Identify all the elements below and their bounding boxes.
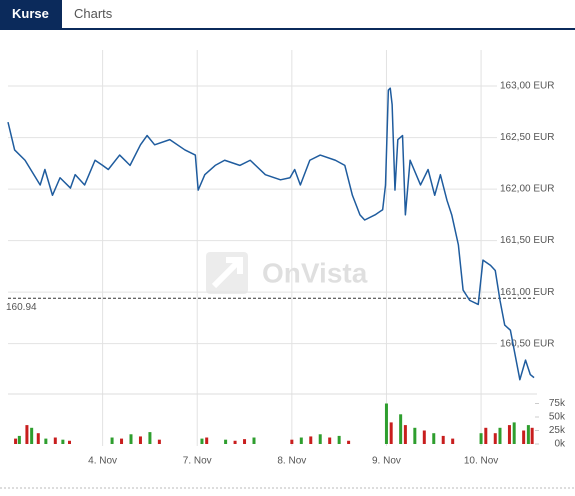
x-tick-label: 4. Nov (88, 456, 117, 467)
volume-bar (14, 438, 18, 444)
volume-bar (403, 425, 407, 444)
volume-bar (243, 439, 247, 444)
volume-tick-label: 25k (549, 425, 566, 436)
volume-bar (347, 440, 351, 444)
volume-bar (224, 439, 228, 444)
volume-bar (36, 433, 40, 444)
volume-bar (205, 437, 209, 444)
volume-bar (399, 414, 403, 444)
volume-bar (157, 439, 161, 444)
volume-bar (148, 432, 152, 444)
y-tick-label: 162,00 EUR (500, 184, 554, 195)
volume-bar (530, 427, 534, 444)
volume-bar (290, 439, 294, 444)
volume-bar (25, 425, 29, 444)
volume-bar (498, 427, 502, 444)
volume-bar (512, 422, 516, 444)
volume-bar (44, 438, 48, 444)
y-tick-label: 162,50 EUR (500, 132, 554, 143)
reference-label: 160.94 (6, 302, 37, 313)
volume-bar (30, 427, 34, 444)
volume-bar (53, 437, 57, 444)
volume-tick-label: 75k (549, 398, 566, 409)
tab[interactable]: Kurse (0, 0, 62, 28)
y-tick-label: 161,00 EUR (500, 287, 554, 298)
volume-bar (422, 430, 426, 444)
y-tick-label: 163,00 EUR (500, 81, 554, 92)
volume-bar (451, 438, 455, 444)
volume-bar (384, 403, 388, 444)
tab[interactable]: Charts (74, 6, 113, 21)
watermark-icon (206, 252, 248, 294)
x-tick-label: 9. Nov (372, 456, 401, 467)
volume-bar (522, 430, 526, 444)
volume-bar (432, 433, 436, 444)
y-tick-label: 160,50 EUR (500, 338, 554, 349)
volume-bar (17, 435, 21, 444)
watermark: OnVista (262, 257, 368, 288)
volume-bar (484, 427, 488, 444)
volume-bar (138, 436, 142, 444)
price-line (7, 87, 535, 381)
volume-bar (309, 436, 313, 444)
volume-bar (67, 440, 71, 444)
volume-bar (110, 437, 114, 444)
volume-bar (389, 422, 393, 444)
volume-bar (233, 440, 237, 444)
volume-bar (337, 435, 341, 444)
volume-bar (441, 435, 445, 444)
x-tick-label: 10. Nov (464, 456, 498, 467)
volume-bar (252, 437, 256, 444)
volume-bar (479, 433, 483, 444)
volume-bar (507, 425, 511, 444)
x-tick-label: 7. Nov (183, 456, 212, 467)
volume-tick-label: 50k (549, 412, 566, 423)
volume-bar (493, 433, 497, 444)
volume-bar (299, 437, 303, 444)
x-tick-label: 8. Nov (277, 456, 306, 467)
volume-bar (328, 437, 332, 444)
volume-bar (318, 434, 322, 444)
volume-bar (129, 434, 133, 444)
y-tick-label: 161,50 EUR (500, 235, 554, 246)
volume-bar (61, 439, 65, 444)
volume-tick-label: 0k (554, 439, 566, 450)
volume-bar (526, 425, 530, 444)
volume-bar (200, 438, 204, 444)
volume-bar (120, 438, 124, 444)
volume-bar (413, 427, 417, 444)
tab-bar: Kurse Charts (0, 0, 575, 30)
